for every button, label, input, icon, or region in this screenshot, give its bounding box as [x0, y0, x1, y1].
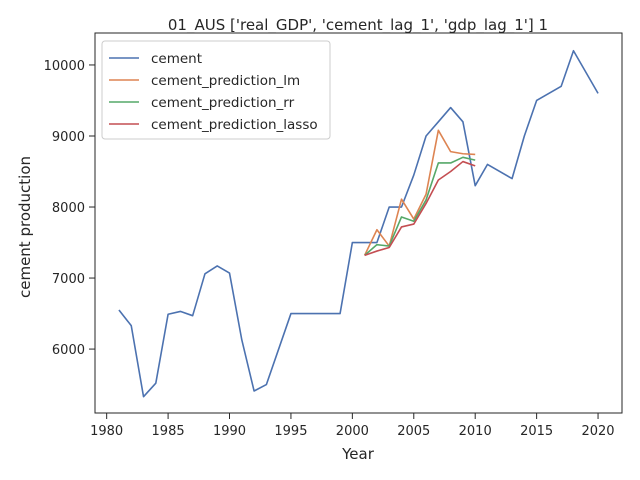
y-tick-label: 7000: [52, 272, 85, 287]
series-line-cement-prediction-lasso: [364, 160, 476, 257]
y-axis-label: cement production: [16, 156, 34, 298]
x-tick-label: 1980: [90, 424, 123, 439]
series-line-cement-prediction-rr: [364, 156, 476, 256]
x-tick-label: 1985: [152, 424, 185, 439]
y-tick-label: 8000: [52, 201, 85, 216]
x-axis-label: Year: [341, 445, 375, 463]
x-tick-label: 2005: [397, 424, 430, 439]
series-line-cement-prediction-lm: [363, 129, 476, 256]
x-tick-label: 2015: [520, 424, 553, 439]
legend-frame: [101, 40, 331, 140]
legend-entry-label: cement: [151, 51, 202, 67]
legend: cement cement_prediction_lm cement_predict…: [101, 40, 331, 140]
legend-entry-label: cement_prediction_rr: [151, 95, 295, 111]
x-tick-label: 1990: [213, 424, 246, 439]
x-tick-label: 2010: [459, 424, 492, 439]
legend-entry-label: cement_prediction_lasso: [151, 117, 318, 133]
x-tick-label: 2020: [581, 424, 614, 439]
x-tick-label: 1995: [274, 424, 307, 439]
x-axis: 1980 1985 1990 1995 2000 2005 2010 2015 2020: [90, 413, 615, 439]
series-line-cement: [118, 49, 599, 398]
legend-entry-label: cement_prediction_lm: [151, 73, 300, 89]
x-tick-label: 2000: [336, 424, 369, 439]
plot-frame: [94, 32, 623, 414]
y-axis: 6000 7000 8000 9000 10000: [44, 59, 95, 358]
y-tick-label: 9000: [52, 130, 85, 145]
series-layer: [118, 49, 599, 398]
chart-title: 01_AUS ['real_GDP', 'cement_lag_1', 'gdp…: [168, 16, 548, 35]
y-tick-label: 10000: [44, 59, 85, 74]
y-tick-label: 6000: [52, 343, 85, 358]
